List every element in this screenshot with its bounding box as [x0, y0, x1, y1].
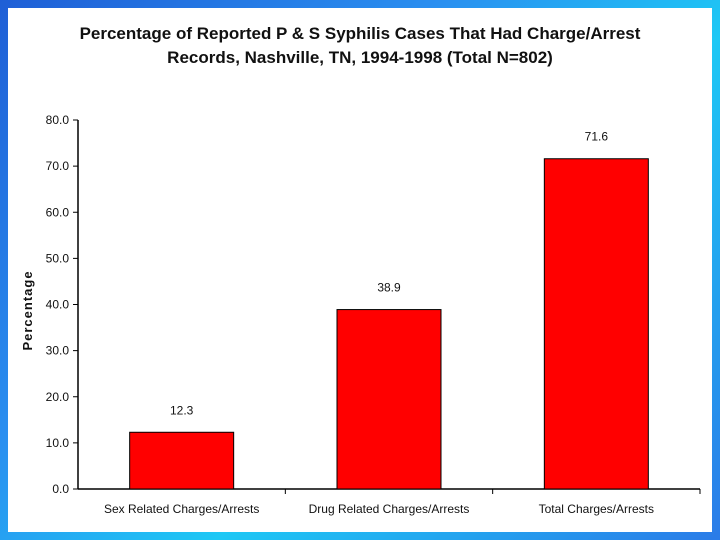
y-tick-label: 40.0 — [46, 298, 70, 312]
y-tick-label: 10.0 — [46, 436, 70, 450]
y-tick-label: 30.0 — [46, 344, 70, 358]
x-category-label: Total Charges/Arrests — [539, 502, 654, 516]
data-label: 38.9 — [377, 281, 401, 295]
data-label: 12.3 — [170, 403, 194, 417]
x-category-label: Sex Related Charges/Arrests — [104, 502, 259, 516]
slide-panel: Percentage of Reported P & S Syphilis Ca… — [8, 8, 712, 532]
y-tick-label: 80.0 — [46, 113, 70, 127]
bar-chart: 0.0 10.0 20.0 30.0 40.0 50.0 60.0 70.0 80.0 12.3… — [20, 113, 701, 516]
bar-3 — [543, 158, 649, 490]
y-tick-label: 70.0 — [46, 159, 70, 173]
bar-2 — [336, 309, 442, 490]
bar-1 — [129, 431, 235, 490]
y-axis-label: Percentage — [20, 270, 35, 350]
chart-labels: 12.3 Sex Related Charges/Arrests 38.9 Drug … — [104, 130, 654, 516]
chart-bars — [129, 158, 649, 490]
chart-title-line-1: Percentage of Reported P & S Syphilis Ca… — [79, 24, 641, 43]
chart-title-line-2: Records, Nashville, TN, 1994-1998 (Total… — [167, 48, 553, 67]
y-tick-label: 0.0 — [52, 482, 69, 496]
data-label: 71.6 — [585, 130, 609, 144]
x-category-label: Drug Related Charges/Arrests — [309, 502, 470, 516]
y-tick-label: 20.0 — [46, 390, 70, 404]
y-tick-label: 50.0 — [46, 251, 70, 265]
y-tick-label: 60.0 — [46, 205, 70, 219]
chart-title: Percentage of Reported P & S Syphilis Ca… — [8, 22, 712, 70]
